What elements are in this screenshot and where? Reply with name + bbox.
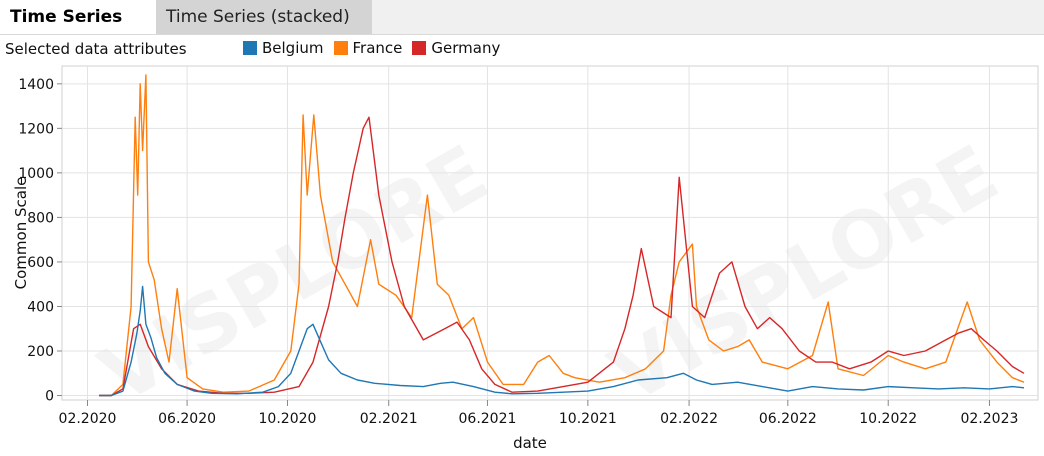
x-tick-label: 02.2020 xyxy=(59,411,117,427)
series-line-belgium xyxy=(99,285,1025,397)
tab-time-series[interactable]: Time Series xyxy=(0,0,156,34)
legend-swatch-germany xyxy=(412,41,427,55)
y-axis-label: Common Scale xyxy=(12,177,30,290)
chart-legend: Belgium France Germany xyxy=(243,38,510,58)
plot-area xyxy=(61,65,1039,401)
tab-time-series-stacked[interactable]: Time Series (stacked) xyxy=(156,0,372,34)
x-tick-label: 10.2020 xyxy=(259,411,317,427)
x-tick-label: 06.2022 xyxy=(759,411,817,427)
y-tick-label: 1200 xyxy=(18,121,54,137)
x-axis-label: date xyxy=(513,434,547,452)
legend-swatch-belgium xyxy=(243,41,257,55)
x-tick-label: 10.2021 xyxy=(559,411,617,427)
x-tick-label: 02.2021 xyxy=(360,411,418,427)
legend-item-germany[interactable]: Germany xyxy=(412,39,500,57)
legend-item-belgium[interactable]: Belgium xyxy=(243,39,324,57)
legend-item-france[interactable]: France xyxy=(333,39,403,57)
series-line-germany xyxy=(99,116,1025,397)
x-tick-label: 02.2022 xyxy=(660,411,718,427)
y-tick-label: 1400 xyxy=(18,77,54,93)
legend-swatch-france xyxy=(333,41,348,55)
legend-label-france: France xyxy=(352,39,403,57)
legend-label-germany: Germany xyxy=(431,39,501,57)
y-tick-label: 200 xyxy=(27,344,54,360)
y-tick-label: 600 xyxy=(27,255,54,271)
x-tick-label: 10.2022 xyxy=(859,411,917,427)
x-tick-label: 02.2023 xyxy=(960,411,1018,427)
y-tick-label: 0 xyxy=(45,389,54,405)
selected-attributes-label: Selected data attributes xyxy=(5,40,187,58)
y-tick-label: 400 xyxy=(27,299,54,315)
x-tick-label: 06.2021 xyxy=(459,411,517,427)
tab-bar: Time Series Time Series (stacked) xyxy=(0,0,1044,35)
legend-label-belgium: Belgium xyxy=(262,39,324,57)
series-line-france xyxy=(99,74,1025,397)
y-tick-label: 1000 xyxy=(18,166,54,182)
x-tick-label: 06.2020 xyxy=(158,411,216,427)
y-tick-label: 800 xyxy=(27,210,54,226)
